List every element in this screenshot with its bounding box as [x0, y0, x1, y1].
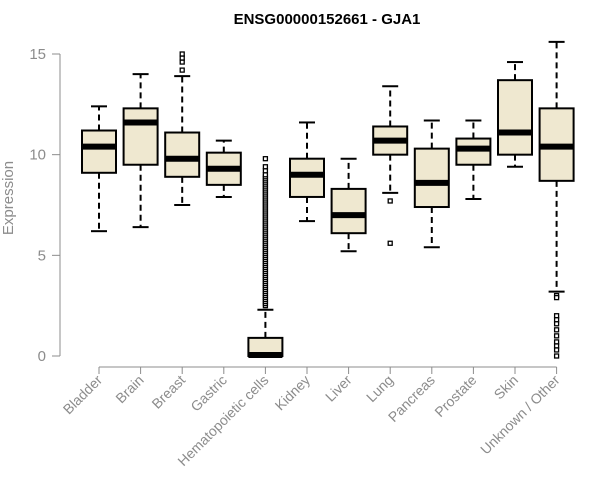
iqr-box-pancreas	[413, 147, 450, 209]
box-breast	[164, 51, 201, 206]
box-kidney	[289, 121, 325, 223]
outlier-breast-0	[179, 67, 185, 73]
y-tick-label-5: 5	[38, 247, 46, 264]
iqr-box-brain	[122, 107, 159, 166]
x-tick-label-bladder: Bladder	[60, 372, 106, 418]
outlier-unknown-other-1	[553, 294, 560, 301]
outlier-lung-0	[387, 198, 393, 204]
outlier-unknown-other-6	[553, 333, 560, 339]
y-tick-label-15: 15	[29, 46, 46, 63]
boxes-group	[81, 40, 575, 359]
x-tick-label-unknown-other: Unknown / Other	[477, 372, 563, 458]
iqr-box-prostate	[455, 137, 492, 166]
iqr-box-kidney	[289, 157, 325, 198]
x-tick-label-brain: Brain	[112, 372, 146, 406]
outlier-unknown-other-10	[553, 353, 560, 359]
box-prostate	[455, 119, 492, 200]
box-brain	[122, 73, 159, 229]
box-gastric	[205, 139, 242, 198]
box-liver	[330, 157, 367, 253]
iqr-box-liver	[330, 187, 367, 235]
outlier-unknown-other-9	[553, 347, 560, 353]
y-tick-label-10: 10	[29, 147, 46, 164]
box-skin	[497, 61, 533, 168]
x-tick-label-kidney: Kidney	[272, 372, 314, 414]
outlier-hematopoietic-cells-67	[262, 164, 269, 170]
outlier-unknown-other-4	[553, 321, 560, 327]
y-tick-label-0: 0	[38, 348, 46, 365]
box-pancreas	[413, 119, 450, 249]
x-tick-label-lung: Lung	[363, 372, 396, 405]
iqr-box-breast	[164, 131, 201, 178]
x-tick-label-prostate: Prostate	[431, 372, 479, 420]
outlier-lung-1	[387, 240, 393, 246]
box-unknown-other	[538, 40, 575, 359]
x-tick-label-liver: Liver	[322, 372, 355, 405]
box-hematopoietic-cells	[247, 156, 284, 358]
iqr-box-bladder	[81, 129, 117, 174]
chart-title: ENSG00000152661 - GJA1	[234, 11, 421, 28]
x-tick-label-breast: Breast	[148, 372, 188, 412]
y-axis: 0 5 10 15	[29, 46, 61, 365]
box-bladder	[81, 105, 117, 233]
outlier-unknown-other-5	[553, 327, 560, 333]
outlier-hematopoietic-cells-68	[262, 156, 269, 162]
box-lung	[372, 85, 409, 246]
x-tick-label-skin: Skin	[491, 372, 522, 403]
iqr-box-skin	[497, 79, 533, 156]
y-axis-label: Expression	[0, 161, 17, 235]
outlier-breast-3	[179, 51, 185, 57]
